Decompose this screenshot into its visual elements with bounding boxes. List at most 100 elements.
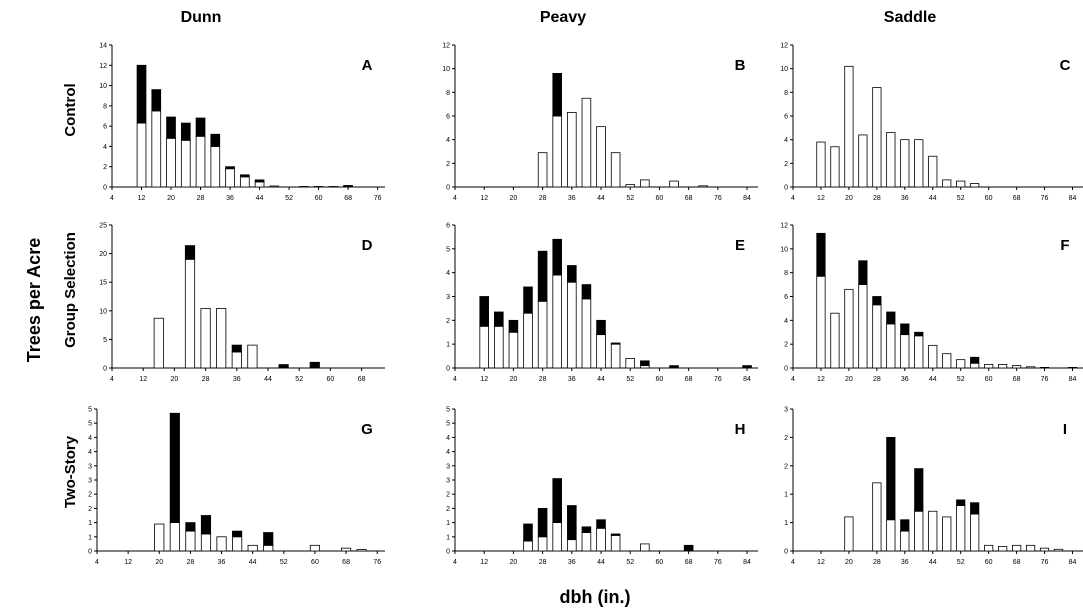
- y-axis-label: Trees per Acre: [24, 238, 44, 362]
- bar-segment-white: [872, 482, 882, 552]
- bar-segment-white: [625, 358, 636, 369]
- bar-segment-white: [567, 539, 577, 552]
- bar-segment-black: [169, 412, 180, 524]
- panel-letter: A: [362, 57, 373, 74]
- x-tick-label: 60: [656, 376, 664, 383]
- y-tick-label: 2: [784, 161, 788, 168]
- y-tick-label: 5: [88, 407, 92, 414]
- bar-segment-white: [154, 523, 165, 552]
- x-tick-label: 4: [791, 195, 795, 202]
- x-tick-label: 44: [929, 559, 937, 566]
- x-tick-label: 20: [845, 195, 853, 202]
- bar-segment-white: [830, 312, 840, 369]
- bar-segment-white: [872, 304, 882, 369]
- bar-segment-white: [596, 126, 606, 188]
- y-tick-label: 8: [784, 90, 788, 97]
- y-tick-label: 15: [99, 280, 107, 287]
- panel-letter: I: [1063, 421, 1067, 438]
- y-tick-label: 3: [446, 294, 450, 301]
- x-tick-label: 68: [685, 376, 693, 383]
- x-tick-label: 76: [374, 195, 382, 202]
- bar-segment-white: [239, 176, 250, 188]
- x-tick-label: 44: [597, 376, 605, 383]
- bar-segment-white: [1025, 366, 1036, 369]
- y-tick-label: 20: [99, 251, 107, 258]
- y-tick-label: 2: [446, 318, 450, 325]
- bar-segment-black: [596, 319, 606, 336]
- bar-segment-black: [640, 360, 650, 367]
- bar-segment-white: [886, 323, 896, 369]
- x-tick-label: 84: [1069, 559, 1077, 566]
- y-tick-label: 4: [446, 435, 450, 442]
- x-tick-label: 52: [626, 376, 634, 383]
- bar-segment-black: [552, 478, 562, 523]
- bar-segment-black: [970, 356, 980, 364]
- bar-segment-white: [1039, 547, 1050, 552]
- bar-segment-white: [844, 516, 854, 552]
- x-axis-label: dbh (in.): [560, 587, 631, 607]
- x-tick-label: 68: [1013, 195, 1021, 202]
- panel-letter: G: [361, 421, 373, 438]
- y-tick-label: 4: [446, 270, 450, 277]
- bar-segment-white: [858, 284, 868, 369]
- y-tick-label: 10: [780, 66, 788, 73]
- bar-segment-white: [914, 335, 924, 369]
- bar-segment-white: [247, 344, 258, 369]
- bar-segment-white: [216, 536, 227, 552]
- bar-segment-white: [998, 546, 1008, 552]
- bar-segment-white: [166, 137, 176, 188]
- row-title-group-selection: Group Selection: [62, 232, 79, 348]
- bar-segment-white: [914, 139, 924, 188]
- bar-segment-white: [537, 152, 548, 188]
- y-tick-label: 0: [446, 366, 450, 373]
- bar-segment-white: [625, 184, 636, 188]
- x-tick-label: 44: [597, 195, 605, 202]
- x-tick-label: 76: [714, 559, 722, 566]
- bar-segment-white: [844, 288, 854, 369]
- x-tick-label: 28: [197, 195, 205, 202]
- x-tick-label: 52: [285, 195, 293, 202]
- y-tick-label: 1: [784, 492, 788, 499]
- y-tick-label: 10: [99, 308, 107, 315]
- bar-segment-white: [1025, 544, 1036, 552]
- col-title-dunn: Dunn: [181, 9, 222, 26]
- x-tick-label: 52: [957, 376, 965, 383]
- y-tick-label: 3: [88, 478, 92, 485]
- bar-segment-white: [581, 532, 592, 552]
- row-title-two-story: Two-Story: [62, 435, 79, 508]
- x-tick-label: 28: [539, 195, 547, 202]
- x-tick-label: 60: [315, 195, 323, 202]
- x-tick-label: 12: [139, 376, 147, 383]
- y-tick-label: 2: [446, 161, 450, 168]
- x-tick-label: 12: [124, 559, 132, 566]
- bar-segment-white: [1012, 544, 1022, 552]
- bar-segment-white: [640, 179, 650, 188]
- bar-segment-white: [151, 110, 162, 188]
- bar-segment-black: [581, 284, 592, 300]
- x-tick-label: 20: [845, 559, 853, 566]
- bar-segment-white: [581, 97, 592, 188]
- row-title-control: Control: [62, 83, 79, 136]
- x-tick-label: 12: [817, 559, 825, 566]
- x-tick-label: 68: [344, 195, 352, 202]
- bar-segment-black: [254, 179, 265, 183]
- bar-segment-white: [1012, 365, 1022, 369]
- y-tick-label: 4: [103, 144, 107, 151]
- x-tick-label: 60: [985, 195, 993, 202]
- bar-segment-white: [494, 325, 504, 369]
- x-tick-label: 68: [685, 559, 693, 566]
- bar-segment-black: [683, 544, 694, 552]
- panel-letter: C: [1060, 57, 1071, 74]
- bar-segment-black: [537, 250, 548, 302]
- bar-segment-white: [254, 181, 265, 188]
- bar-segment-black: [210, 133, 221, 147]
- bar-segment-black: [523, 523, 533, 542]
- y-tick-label: 2: [88, 506, 92, 513]
- y-tick-label: 3: [446, 478, 450, 485]
- x-tick-label: 4: [453, 376, 457, 383]
- bar-segment-white: [552, 274, 562, 369]
- bar-segment-white: [970, 183, 980, 188]
